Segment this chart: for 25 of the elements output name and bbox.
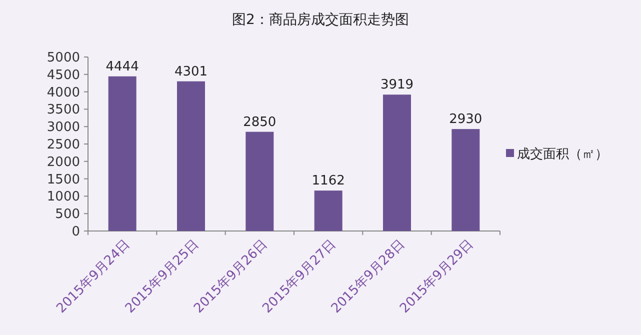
y-tick-label: 0 xyxy=(72,224,80,240)
y-tick-label: 1500 xyxy=(46,172,80,188)
y-tick-label: 1000 xyxy=(46,190,80,205)
data-label: 3919 xyxy=(380,78,414,93)
bar xyxy=(108,76,136,231)
y-tick-label: 4500 xyxy=(46,68,80,83)
data-label: 4444 xyxy=(106,59,139,74)
y-tick-label: 3000 xyxy=(46,120,80,136)
bar xyxy=(314,190,342,231)
y-tick-label: 2500 xyxy=(46,138,80,152)
data-label: 2850 xyxy=(243,114,276,130)
chart-title: 图2：商品房成交面积走势图 xyxy=(232,12,409,28)
data-label: 1162 xyxy=(312,174,345,189)
y-tick-label: 2000 xyxy=(46,154,80,170)
y-tick-label: 4000 xyxy=(46,85,80,100)
y-tick-label: 500 xyxy=(55,207,80,222)
bar xyxy=(246,132,274,231)
bar xyxy=(177,81,205,231)
bar xyxy=(383,94,411,231)
data-label: 2930 xyxy=(449,112,482,128)
bar xyxy=(452,129,480,231)
y-tick-label: 5000 xyxy=(46,50,80,66)
data-label: 4301 xyxy=(174,64,208,80)
legend-label: 成交面积（㎡） xyxy=(517,146,608,162)
y-tick-label: 3500 xyxy=(46,102,80,118)
